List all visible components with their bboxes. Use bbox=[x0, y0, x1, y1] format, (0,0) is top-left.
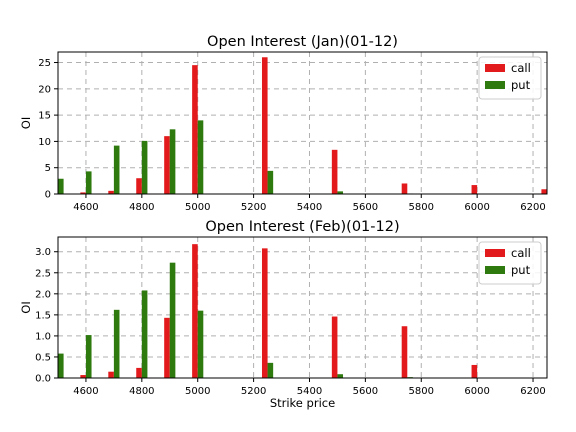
feb-bar-call bbox=[471, 364, 478, 378]
jan-bar-call bbox=[471, 185, 478, 194]
jan-legend-swatch-call bbox=[485, 64, 505, 72]
feb-legend-label-call: call bbox=[511, 246, 531, 260]
feb-bar-put bbox=[169, 262, 176, 378]
feb-xtick-label: 5400 bbox=[297, 386, 322, 397]
feb-ytick-label: 2.5 bbox=[35, 268, 51, 279]
jan-bar-call bbox=[331, 149, 338, 194]
jan-bar-call bbox=[192, 65, 198, 194]
jan-xtick-label: 6000 bbox=[464, 202, 489, 213]
feb-xtick-label: 4600 bbox=[73, 386, 98, 397]
jan-bar-put bbox=[337, 191, 344, 194]
feb-bar-call bbox=[261, 248, 268, 378]
jan-ytick-label: 0 bbox=[45, 190, 51, 201]
jan-bar-put bbox=[113, 145, 120, 194]
jan-xtick-label: 4800 bbox=[129, 202, 154, 213]
feb-bar-put bbox=[58, 353, 64, 378]
jan-legend-label-call: call bbox=[511, 61, 531, 75]
feb-bar-call bbox=[331, 316, 338, 378]
feb-bar-put bbox=[197, 310, 204, 378]
jan-legend-box bbox=[478, 56, 542, 100]
feb-bar-put bbox=[113, 309, 120, 378]
jan-bar-call bbox=[80, 192, 86, 194]
jan-ytick-label: 5 bbox=[45, 163, 51, 174]
feb-bar-call bbox=[136, 367, 142, 378]
jan-bar-put bbox=[58, 178, 64, 194]
jan-xtick-label: 5400 bbox=[297, 202, 322, 213]
jan-xtick-label: 5800 bbox=[409, 202, 434, 213]
feb-xtick-label: 5000 bbox=[185, 386, 210, 397]
jan-ytick-label: 15 bbox=[38, 111, 51, 122]
jan-axes-frame bbox=[57, 51, 548, 195]
feb-xlabel: Strike price bbox=[270, 396, 335, 410]
feb-legend-swatch-put bbox=[485, 266, 505, 274]
jan-bar-put bbox=[267, 170, 274, 194]
feb-bar-call bbox=[192, 244, 198, 378]
feb-xtick-label: 6000 bbox=[464, 386, 489, 397]
feb-chart-title: Open Interest (Feb)(01-12) bbox=[205, 219, 399, 235]
jan-xtick-label: 5600 bbox=[353, 202, 378, 213]
jan-bar-put bbox=[169, 129, 176, 194]
feb-xtick-label: 5800 bbox=[409, 386, 434, 397]
feb-axes-frame bbox=[57, 236, 548, 379]
feb-legend-swatch-call bbox=[485, 249, 505, 257]
jan-bar-put bbox=[197, 120, 204, 194]
feb-ytick-label: 0.5 bbox=[35, 352, 51, 363]
feb-bar-put bbox=[85, 335, 92, 378]
feb-xtick-label: 4800 bbox=[129, 386, 154, 397]
jan-bar-call bbox=[401, 183, 408, 194]
feb-bar-put bbox=[141, 290, 148, 378]
feb-ytick-label: 1.0 bbox=[35, 331, 51, 342]
jan-bars bbox=[58, 57, 547, 194]
jan-bar-call bbox=[164, 136, 170, 194]
feb-xtick-label: 5600 bbox=[353, 386, 378, 397]
feb-ytick-label: 1.5 bbox=[35, 310, 51, 321]
jan-chart-title: Open Interest (Jan)(01-12) bbox=[207, 34, 398, 50]
jan-bar-call bbox=[136, 178, 142, 194]
jan-bar-call bbox=[541, 189, 547, 194]
jan-legend-swatch-put bbox=[485, 81, 505, 89]
jan-bar-call bbox=[108, 190, 114, 194]
feb-legend-label-put: put bbox=[511, 263, 531, 277]
jan-bar-put bbox=[85, 171, 92, 194]
jan-ytick-label: 20 bbox=[38, 84, 51, 95]
feb-bar-call bbox=[80, 375, 86, 378]
feb-ytick-label: 0.0 bbox=[35, 374, 51, 385]
feb-bar-call bbox=[164, 317, 170, 378]
jan-bar-put bbox=[141, 140, 148, 194]
jan-xtick-label: 5000 bbox=[185, 202, 210, 213]
jan-legend-label-put: put bbox=[511, 78, 531, 92]
feb-panel: 4600 4800 5000 5200 5400 5600 5800 6000 6200 0.0 0… bbox=[19, 219, 548, 410]
feb-bar-put bbox=[267, 362, 274, 378]
feb-legend-box bbox=[478, 241, 542, 285]
jan-legend: call put bbox=[478, 56, 542, 100]
feb-ytick-label: 2.0 bbox=[35, 289, 51, 300]
jan-ylabel: OI bbox=[19, 117, 33, 129]
feb-bars bbox=[58, 244, 483, 378]
jan-ytick-label: 10 bbox=[38, 137, 51, 148]
jan-bar-call bbox=[261, 57, 268, 194]
jan-xtick-label: 4600 bbox=[73, 202, 98, 213]
feb-bar-put bbox=[337, 374, 344, 378]
feb-bar-call bbox=[401, 326, 408, 378]
jan-ytick-label: 25 bbox=[38, 58, 51, 69]
feb-legend: call put bbox=[478, 241, 542, 285]
jan-xtick-label: 6200 bbox=[520, 202, 545, 213]
feb-ytick-label: 3.0 bbox=[35, 247, 51, 258]
jan-panel: 4600 4800 5000 5200 5400 5600 5800 6000 6200 0 5 10… bbox=[19, 34, 548, 213]
feb-ylabel: OI bbox=[19, 301, 33, 313]
feb-xtick-label: 5200 bbox=[241, 386, 266, 397]
jan-xtick-label: 5200 bbox=[241, 202, 266, 213]
feb-xtick-label: 6200 bbox=[520, 386, 545, 397]
feb-bar-call bbox=[108, 371, 114, 378]
